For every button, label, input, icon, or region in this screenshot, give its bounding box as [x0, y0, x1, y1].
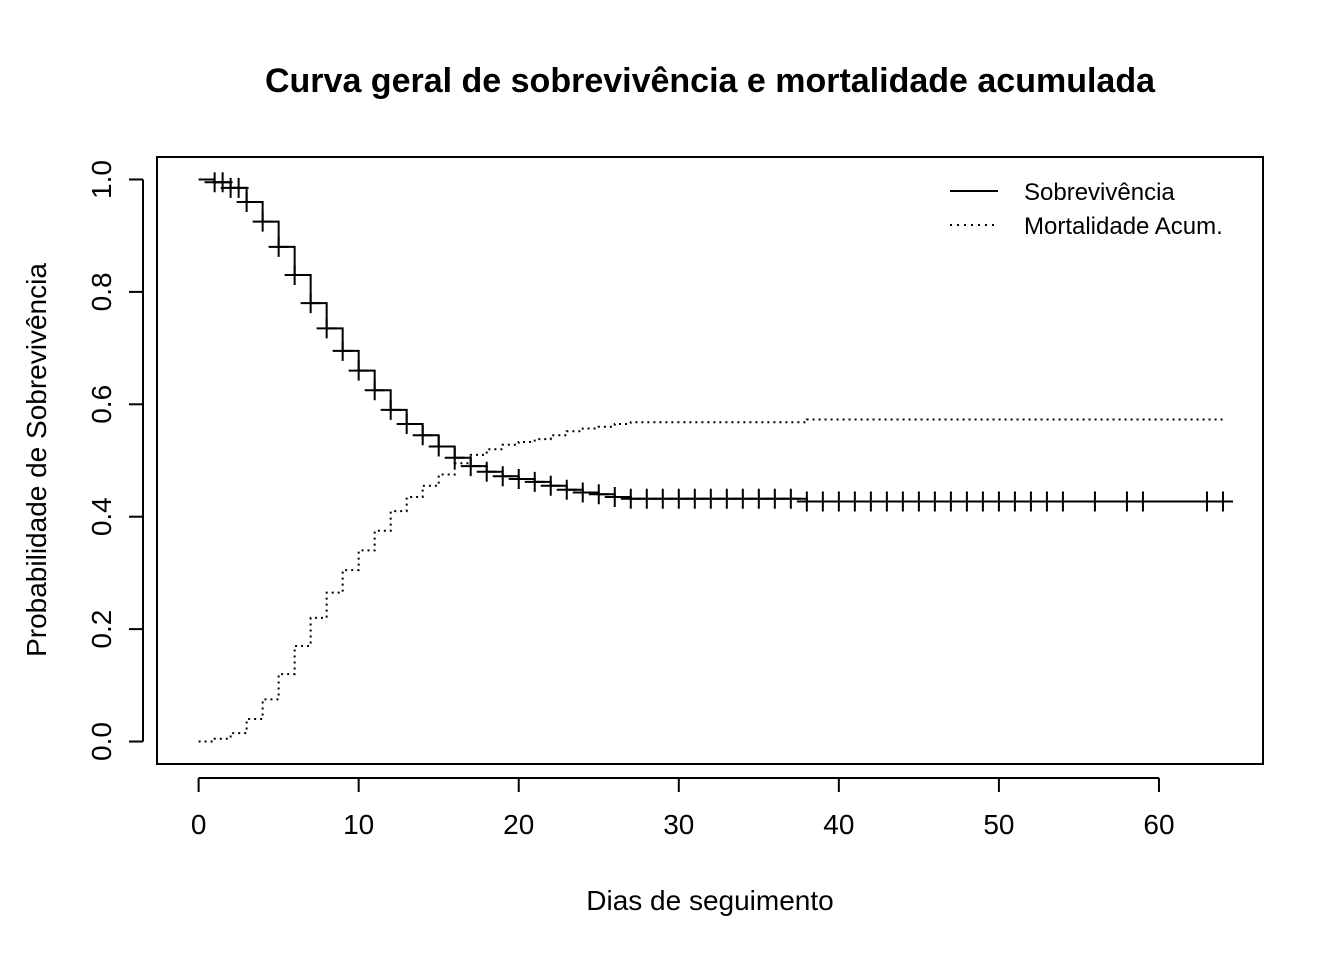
- y-tick-label: 1.0: [86, 160, 117, 199]
- chart-title: Curva geral de sobrevivência e mortalida…: [265, 62, 1156, 100]
- censor-mark: [1052, 491, 1073, 512]
- y-tick-label: 0.2: [86, 610, 117, 649]
- censor-mark: [460, 456, 481, 477]
- censor-mark: [212, 172, 233, 193]
- x-tick-label: 30: [663, 809, 694, 840]
- plot-frame: [156, 156, 1264, 765]
- legend-label-mortalidade: Mortalidade Acum.: [1024, 213, 1223, 240]
- series-layer: [198, 172, 1233, 743]
- y-tick-label: 0.0: [86, 722, 117, 761]
- y-axis-label: Probabilidade de Sobrevivência: [21, 263, 52, 657]
- censor-mark: [348, 360, 369, 381]
- censor-mark: [412, 425, 433, 446]
- y-tick-label: 0.4: [86, 497, 117, 536]
- censor-mark: [604, 487, 625, 508]
- censor-mark: [332, 340, 353, 361]
- censor-mark: [1212, 491, 1233, 512]
- censor-mark: [380, 399, 401, 420]
- x-tick-label: 60: [1143, 809, 1174, 840]
- censor-mark: [236, 191, 257, 212]
- censor-mark: [252, 211, 273, 232]
- censor-mark: [284, 265, 305, 286]
- series-line-mortalidade: [198, 418, 1223, 743]
- censor-mark: [508, 469, 529, 490]
- censor-mark: [268, 236, 289, 257]
- censor-mark: [396, 413, 417, 434]
- censor-mark: [428, 436, 449, 457]
- y-tick-label: 0.8: [86, 272, 117, 311]
- x-tick-label: 50: [983, 809, 1014, 840]
- censor-mark: [556, 479, 577, 500]
- censor-mark: [444, 447, 465, 468]
- censor-mark: [492, 466, 513, 487]
- censor-mark: [780, 488, 801, 509]
- censor-mark: [572, 482, 593, 503]
- censor-mark: [524, 471, 545, 492]
- censor-mark: [588, 484, 609, 505]
- x-tick-label: 0: [191, 809, 207, 840]
- censor-mark: [364, 380, 385, 401]
- censor-mark: [1084, 491, 1105, 512]
- legend-label-sobrevivencia: Sobrevivência: [1024, 179, 1175, 206]
- censor-mark: [316, 318, 337, 339]
- censor-mark: [476, 461, 497, 482]
- censor-mark: [540, 475, 561, 496]
- censor-mark: [300, 293, 321, 314]
- y-tick-label: 0.6: [86, 385, 117, 424]
- censor-mark: [228, 177, 249, 198]
- y-axis: 0.0 0.2 0.4 0.6 0.8 1.0: [86, 160, 144, 761]
- x-tick-label: 20: [503, 809, 534, 840]
- x-axis-label: Dias de seguimento: [586, 885, 833, 916]
- x-tick-label: 10: [343, 809, 374, 840]
- x-axis: 0 10 20 30 40 50 60: [191, 777, 1175, 840]
- censor-mark: [1132, 491, 1153, 512]
- x-tick-label: 40: [823, 809, 854, 840]
- legend: Sobrevivência Mortalidade Acum.: [950, 179, 1223, 240]
